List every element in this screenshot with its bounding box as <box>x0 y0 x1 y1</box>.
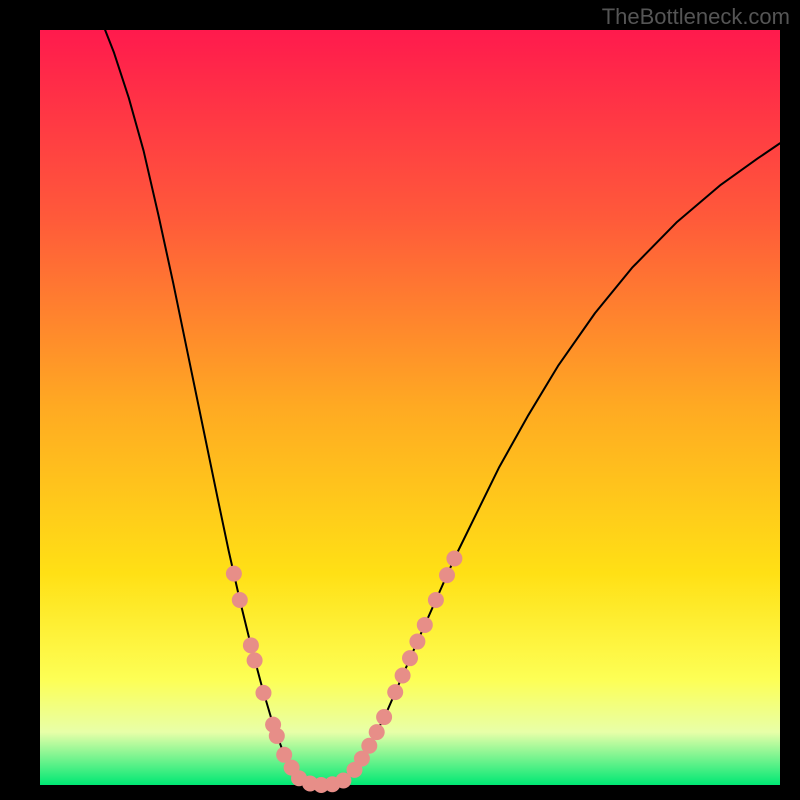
marker-right <box>439 567 455 583</box>
marker-right <box>361 738 377 754</box>
marker-right <box>428 592 444 608</box>
marker-left <box>269 728 285 744</box>
marker-left <box>232 592 248 608</box>
marker-right <box>409 634 425 650</box>
marker-right <box>446 551 462 567</box>
bottleneck-curve <box>105 30 780 785</box>
marker-left <box>243 637 259 653</box>
marker-right <box>395 668 411 684</box>
marker-right <box>387 684 403 700</box>
marker-right <box>417 617 433 633</box>
watermark-text: TheBottleneck.com <box>602 4 790 30</box>
chart-container: TheBottleneck.com <box>0 0 800 800</box>
marker-right <box>369 724 385 740</box>
marker-left <box>255 685 271 701</box>
chart-svg <box>0 0 800 800</box>
marker-right <box>376 709 392 725</box>
marker-right <box>402 650 418 666</box>
marker-left <box>226 566 242 582</box>
marker-left <box>247 652 263 668</box>
